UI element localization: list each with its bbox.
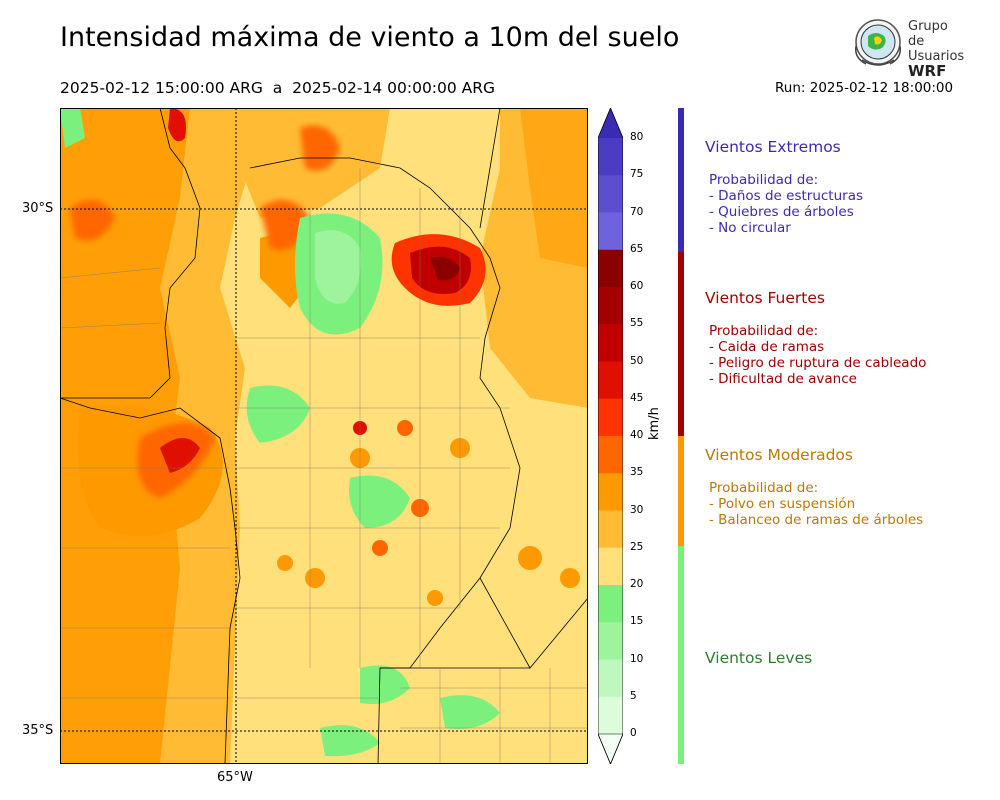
category-bar-fuertes: [678, 252, 684, 436]
logo-line: WRF: [908, 62, 947, 80]
colorbar-segment: [598, 696, 623, 735]
forecast-period: 2025-02-12 15:00:00 ARG a 2025-02-14 00:…: [60, 79, 496, 97]
desc-line: - Dificultad de avance: [709, 371, 857, 387]
desc-line: - Quiebres de árboles: [709, 204, 854, 220]
colorbar-segment: [598, 175, 623, 213]
desc-line: - No circular: [709, 220, 791, 236]
colorbar-tick-label: 10: [630, 652, 644, 665]
desc-line: Probabilidad de:: [709, 480, 819, 496]
colorbar-segment: [598, 138, 623, 176]
colorbar-segment: [598, 249, 623, 288]
category-desc-fuertes: Probabilidad de: - Caida de ramas - Peli…: [709, 323, 926, 387]
longitude-label: 65°W: [217, 770, 253, 785]
colorbar-tick-label: 25: [630, 540, 644, 553]
category-name-fuertes: Vientos Fuertes: [705, 289, 825, 307]
category-name-moderados: Vientos Moderados: [705, 446, 853, 464]
colorbar-segment: [598, 212, 623, 251]
colorbar-tick-label: 80: [630, 131, 644, 143]
colorbar-segment: [598, 398, 623, 437]
colorbar-tick-label: 60: [630, 280, 644, 292]
colorbar-tick-label: 70: [630, 205, 644, 218]
desc-line: - Polvo en suspensión: [709, 496, 856, 512]
category-desc-moderados: Probabilidad de: - Polvo en suspensión -…: [709, 480, 923, 528]
colorbar-segment: [598, 622, 623, 660]
colorbar-segment: [598, 585, 623, 623]
wrf-logo: Grupo de Usuarios WRF: [848, 16, 968, 79]
colorbar-segment: [598, 473, 623, 511]
colorbar-extend-top: [598, 108, 623, 138]
globe-icon: [854, 19, 902, 66]
category-bar-extremos: [678, 108, 684, 252]
colorbar-tick-label: 55: [630, 317, 644, 330]
colorbar-tick-label: 75: [630, 168, 644, 181]
category-name-leves: Vientos Leves: [705, 649, 813, 667]
colorbar-segment: [598, 436, 623, 474]
desc-line: - Caida de ramas: [709, 339, 825, 355]
colorbar-tick-label: 45: [630, 391, 644, 404]
logo-text: Grupo de Usuarios WRF: [908, 19, 968, 80]
map-title: Intensidad máxima de viento a 10m del su…: [60, 22, 680, 53]
colorbar-tick-label: 35: [630, 466, 644, 479]
run-timestamp: Run: 2025-02-12 18:00:00: [775, 80, 954, 96]
desc-line: Probabilidad de:: [709, 172, 819, 188]
logo-line: Usuarios: [908, 49, 965, 64]
wind-map: [60, 108, 588, 764]
colorbar-tick-label: 50: [630, 354, 644, 367]
colorbar-tick-label: 0: [630, 727, 637, 739]
desc-line: - Balanceo de ramas de árboles: [709, 512, 924, 528]
colorbar-segment: [598, 287, 623, 325]
colorbar-segment: [598, 324, 623, 362]
colorbar-segment: [598, 361, 623, 400]
category-bar-leves: [678, 546, 684, 764]
desc-line: Probabilidad de:: [709, 323, 819, 339]
category-name-extremos: Vientos Extremos: [705, 138, 841, 156]
desc-line: - Daños de estructuras: [709, 188, 864, 204]
colorbar-swatches: [597, 106, 624, 766]
colorbar-tick-label: 5: [630, 689, 637, 702]
category-desc-extremos: Probabilidad de: - Daños de estructuras …: [709, 172, 863, 236]
map-canvas: [60, 108, 588, 764]
colorbar-unit: km/h: [647, 407, 662, 440]
colorbar-tick-label: 40: [630, 429, 644, 441]
latitude-label: 30°S: [22, 201, 54, 216]
colorbar-segment: [598, 659, 623, 698]
colorbar-tick-label: 30: [630, 503, 644, 516]
logo-line: Grupo de: [908, 19, 948, 49]
category-bar-moderados: [678, 436, 684, 546]
latitude-label: 35°S: [22, 723, 54, 738]
colorbar-tick-label: 15: [630, 615, 644, 628]
desc-line: - Peligro de ruptura de cableado: [709, 355, 927, 371]
colorbar-segment: [598, 547, 623, 586]
colorbar: [597, 106, 624, 766]
colorbar-tick-label: 20: [630, 578, 644, 590]
colorbar-tick-label: 65: [630, 242, 644, 255]
colorbar-segment: [598, 510, 623, 549]
colorbar-extend-bottom: [597, 733, 624, 765]
